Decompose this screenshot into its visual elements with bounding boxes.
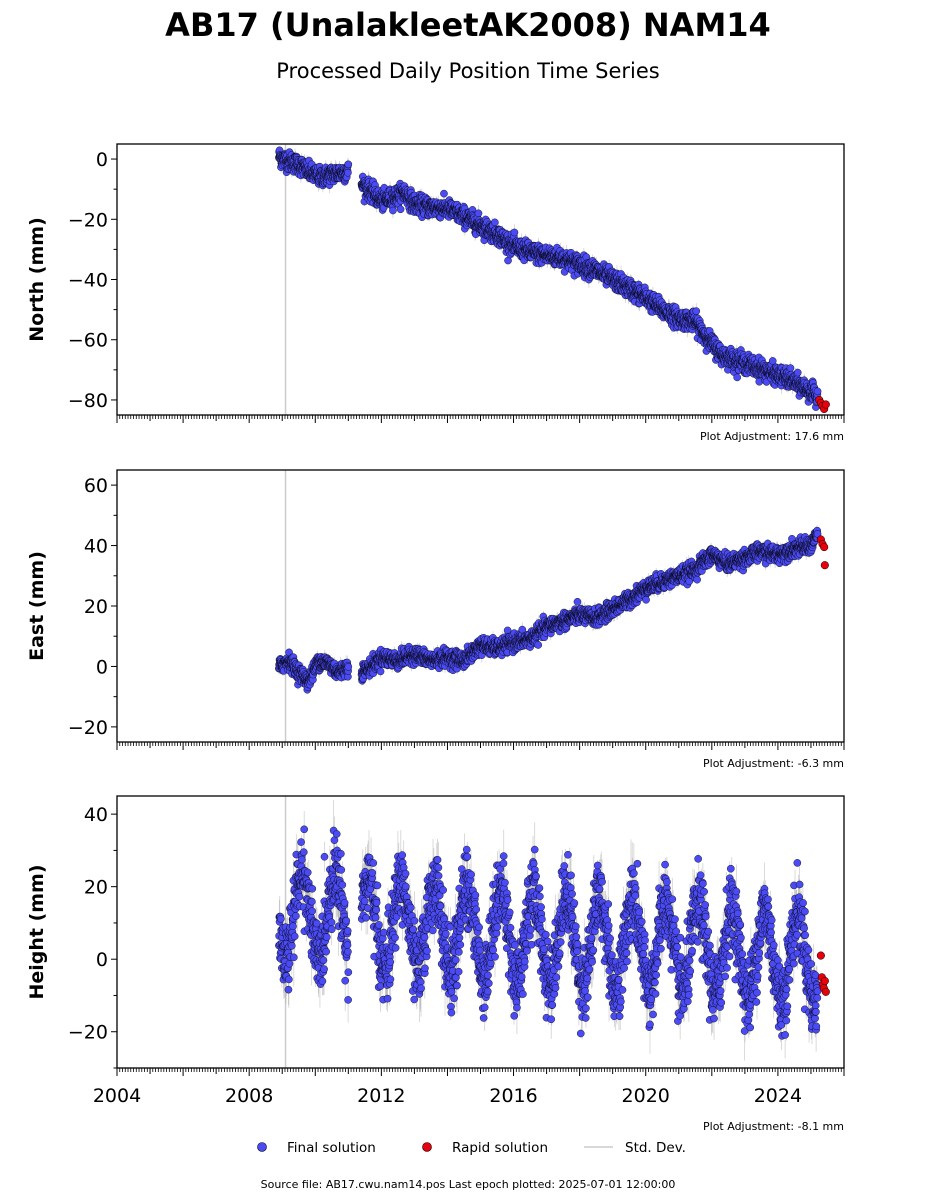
final-point	[389, 206, 397, 215]
plot-area-east	[275, 470, 829, 742]
figure-title: AB17 (UnalakleetAK2008) NAM14	[165, 6, 771, 44]
y-tick-label: 0	[96, 149, 108, 171]
final-point	[768, 357, 777, 365]
plot-area-north	[275, 144, 830, 415]
plot-adjustment-north: Plot Adjustment: 17.6 mm	[700, 430, 844, 443]
rapid-point	[821, 400, 830, 409]
final-point	[733, 373, 741, 382]
final-point	[692, 307, 701, 315]
y-axis-label-north: North (mm)	[26, 217, 48, 342]
final-point	[813, 387, 822, 396]
y-tick-label: −60	[68, 330, 108, 352]
panels: 0 −20 −40 −60 −80 North (mm) Plot Adjustment: …	[26, 143, 845, 1133]
panel-north: 0 −20 −40 −60 −80 North (mm) Plot Adjustment: …	[26, 143, 845, 443]
rapid-points-north	[815, 395, 830, 414]
final-point	[491, 218, 499, 227]
y-tick-label: −40	[68, 270, 108, 292]
y-tick-label: −20	[68, 209, 108, 231]
final-point	[474, 209, 483, 218]
y-tick-label: −80	[68, 390, 108, 412]
final-point	[510, 228, 519, 237]
final-point	[786, 364, 795, 372]
final-point	[344, 160, 353, 169]
final-point	[793, 368, 802, 377]
figure-subtitle: Processed Daily Position Time Series	[276, 59, 660, 83]
final-points-north	[275, 146, 822, 411]
final-point	[396, 205, 405, 214]
final-point	[440, 189, 448, 198]
final-point	[344, 168, 352, 177]
stddev-bars-east	[278, 525, 818, 692]
